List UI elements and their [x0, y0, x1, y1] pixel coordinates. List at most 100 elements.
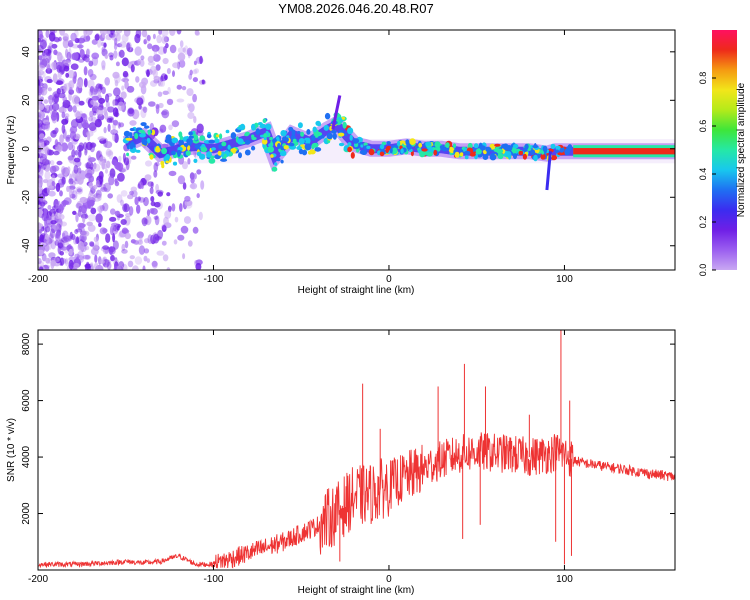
spectrogram-noise-blob — [43, 99, 49, 104]
spectrogram-noise-blob — [157, 229, 164, 239]
spectrogram-noise-blob — [172, 62, 180, 69]
spectrogram-noise-blob — [186, 103, 191, 109]
spectrogram-noise-blob — [91, 52, 100, 60]
spectrogram-noise-blob — [179, 40, 184, 48]
spectrogram-noise-blob — [182, 47, 186, 53]
spectrogram-noise-blob — [186, 88, 194, 97]
spectrogram-noise-blob — [147, 234, 153, 245]
spectrogram-noise-blob — [161, 225, 167, 232]
spectrogram-ridge-blob — [467, 142, 473, 149]
spectrogram-noise-blob — [171, 203, 176, 212]
spectrogram-noise-blob — [182, 253, 186, 260]
spectrogram-noise-blob — [131, 265, 139, 270]
spectrogram-spike — [331, 95, 342, 130]
spectrogram-noise-blob — [38, 69, 44, 76]
spectrogram-noise-blob — [109, 216, 117, 222]
x-tick-label: -200 — [28, 274, 48, 285]
spectrogram-noise-blob — [85, 141, 93, 151]
spectrogram-ridge-blob — [389, 147, 393, 154]
spectrogram-noise-blob — [78, 241, 85, 251]
spectrogram-noise-blob — [82, 213, 86, 224]
spectrogram-ridge-blob — [223, 153, 227, 159]
spectrogram-ridge-blob — [237, 138, 244, 145]
spectrogram-ridge-blob — [344, 133, 348, 137]
spectrogram-noise-blob — [142, 106, 148, 113]
spectrogram-noise-blob — [78, 142, 85, 151]
spectrogram-noise-blob — [38, 167, 44, 178]
spectrogram-ridge-blob — [397, 140, 401, 146]
spectrogram-noise-blob — [124, 232, 131, 240]
spectrogram-noise-blob — [70, 63, 79, 70]
spectrogram-ridge-blob — [134, 133, 139, 140]
spectrogram-noise-blob — [99, 227, 108, 235]
spectrogram-ridge-blob — [188, 135, 195, 139]
spectrogram-noise-blob — [62, 199, 67, 207]
spectrogram-noise-blob — [75, 236, 80, 244]
spectrogram-noise-blob — [64, 258, 69, 265]
spectrogram-noise-blob — [67, 141, 74, 151]
spectrogram-noise-blob — [158, 30, 162, 35]
spectrogram-noise-blob — [126, 85, 135, 93]
spectrogram-noise-blob — [153, 162, 159, 172]
spectrogram-noise-blob — [192, 226, 199, 234]
spectrogram-ridge-blob — [352, 138, 360, 144]
spectrogram-ridge-blob — [494, 143, 501, 147]
snr-panel: -200 -100 0 100 2000 4000 6000 8000 Height of s… — [6, 329, 676, 596]
spectrogram-noise-blob — [47, 87, 52, 92]
spectrogram-noise-blob — [115, 61, 120, 67]
spectrogram-noise-blob — [61, 241, 70, 246]
spectrogram-noise-blob — [103, 182, 111, 193]
spectrogram-frame — [37, 29, 676, 271]
spectrogram-noise-blob — [190, 182, 198, 190]
spectrogram-noise-blob — [93, 184, 98, 190]
spectrogram-noise-blob — [161, 224, 167, 231]
spectrogram-ridge-blob — [188, 131, 193, 136]
spectrogram-ridge-blob — [366, 145, 371, 149]
spectrogram-noise-blob — [122, 152, 126, 163]
spectrogram-noise-blob — [39, 39, 47, 50]
spectrogram-spike — [545, 151, 552, 191]
spectrogram-noise-blob — [105, 93, 110, 103]
spectrogram-ridge-blob — [267, 146, 275, 153]
spectrogram-noise-blob — [168, 124, 173, 131]
spectrogram-noise-blob — [174, 216, 179, 223]
spectrogram-noise-blob — [113, 50, 118, 59]
y-tick-label: 4000 — [21, 445, 32, 468]
spectrogram-noise-blob — [166, 192, 171, 197]
spectrogram-noise-blob — [77, 175, 84, 185]
spectrogram-noise-blob — [88, 122, 97, 132]
spectrogram-ridge-blob — [332, 132, 337, 140]
spectrogram-noise-blob — [127, 108, 135, 117]
spectrogram-noise-blob — [188, 73, 193, 80]
spectrogram-noise-blob — [93, 193, 102, 198]
spectrogram-noise-blob — [50, 260, 56, 267]
spectrogram-noise-blob — [50, 220, 57, 225]
spectrogram-noise-blob — [151, 44, 160, 52]
spectrogram-ridge-blob — [522, 153, 528, 160]
spectrogram-ridge-blob — [339, 119, 344, 123]
spectrogram-noise-blob — [104, 54, 109, 60]
spectrogram-ridge-blob — [193, 134, 199, 141]
spectrogram-noise-blob — [46, 148, 52, 156]
spectrogram-noise-blob — [61, 166, 66, 175]
spectrogram-noise-blob — [47, 45, 52, 53]
spectrogram-noise-blob — [58, 214, 65, 220]
spectrogram-noise-blob — [161, 240, 167, 246]
spectrogram-noise-blob — [38, 103, 45, 111]
spectrogram-noise-blob — [115, 30, 123, 34]
spectrogram-noise-blob — [186, 47, 193, 57]
spectrogram-noise-blob — [71, 94, 80, 105]
spectrogram-ridge-blob — [139, 133, 146, 138]
spectrogram-ridge-blob — [306, 129, 311, 135]
spectrogram-noise-blob — [43, 208, 47, 218]
spectrogram-noise-blob — [47, 241, 52, 250]
spectrogram-noise-blob — [41, 253, 47, 262]
spectrogram-noise-blob — [97, 105, 105, 111]
spectrogram-noise-blob — [38, 164, 41, 173]
spectrogram-ridge-blob — [452, 143, 457, 148]
spectrogram-noise-blob — [58, 106, 64, 113]
spectrogram-ridge-blob — [183, 143, 189, 147]
spectrogram-noise-blob — [143, 39, 147, 45]
spectrogram-ridge-blob — [555, 149, 559, 153]
spectrogram-ridge-blob — [496, 148, 504, 154]
